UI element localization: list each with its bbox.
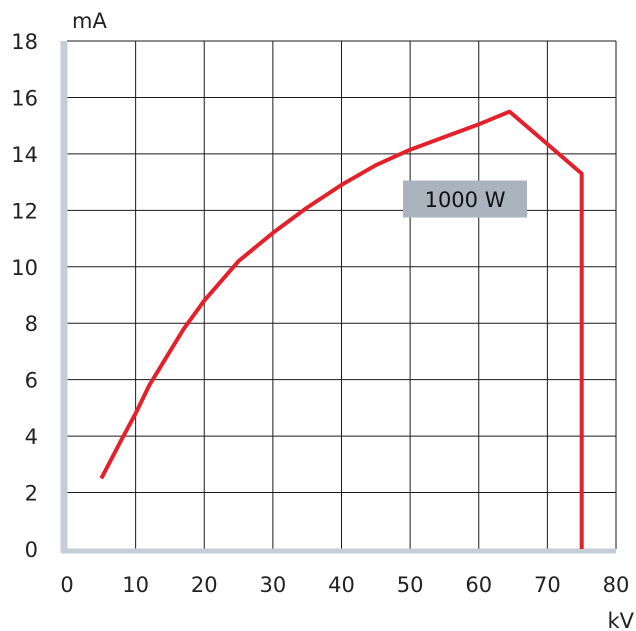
- annotations: 1000 W: [403, 180, 528, 218]
- x-tick-label: 40: [328, 573, 355, 597]
- y-tick-label: 4: [25, 425, 38, 449]
- y-tick-label: 0: [25, 538, 38, 562]
- x-tick-label: 10: [122, 573, 149, 597]
- axes: [60, 41, 616, 554]
- series-layer: [99, 109, 584, 549]
- y-tick-label: 12: [11, 199, 38, 223]
- y-tick-label: 10: [11, 256, 38, 280]
- y-tick-label: 6: [25, 369, 38, 393]
- x-tick-label: 0: [60, 573, 73, 597]
- x-tick-label: 80: [603, 573, 630, 597]
- y-tick-label: 2: [25, 482, 38, 506]
- x-tick-label: 50: [397, 573, 424, 597]
- annotation-label-0: 1000 W: [425, 188, 506, 212]
- x-axis-unit-label: kV: [607, 609, 634, 631]
- annotation-box-0: [403, 180, 528, 218]
- x-tick-label: 20: [191, 573, 218, 597]
- y-tick-label: 8: [25, 312, 38, 336]
- x-tick-label: 60: [465, 573, 492, 597]
- x-tick-label: 70: [534, 573, 561, 597]
- y-axis-unit-label: mA: [72, 9, 107, 33]
- y-tick-label: 18: [11, 30, 38, 54]
- tick-labels: 0 10 20 30 40 50 60 70 80 0 2 4 6 8 10 12 14 16 18: [11, 30, 629, 597]
- y-tick-label: 16: [11, 86, 38, 110]
- grid: [67, 40, 617, 549]
- x-tick-label: 30: [260, 573, 287, 597]
- series-line-0: [99, 109, 584, 549]
- y-tick-label: 14: [11, 143, 38, 167]
